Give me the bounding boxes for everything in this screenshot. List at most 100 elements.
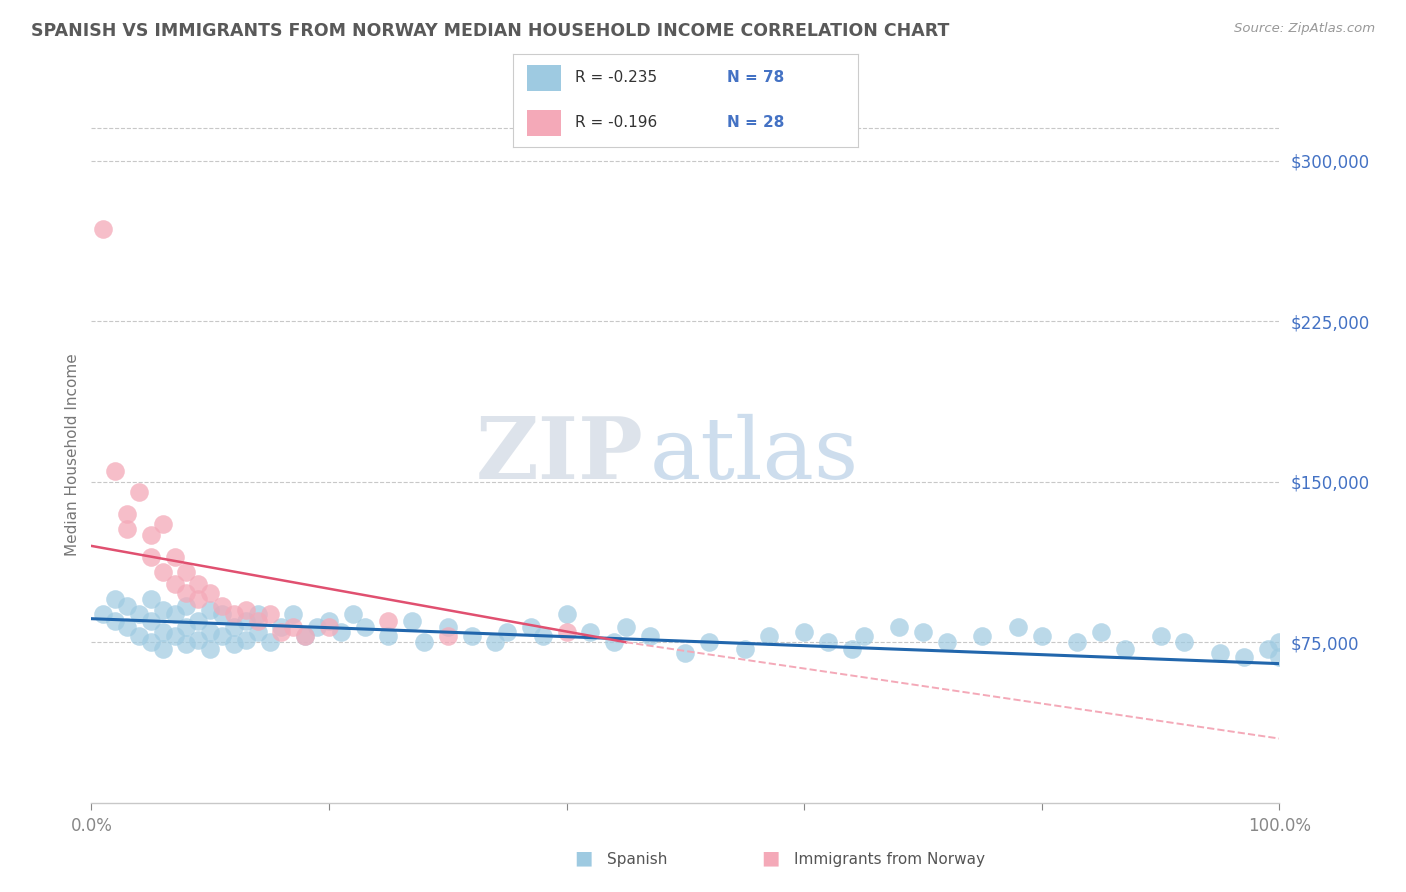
Text: atlas: atlas: [650, 413, 859, 497]
Point: [377, 614, 399, 628]
Point: [283, 620, 305, 634]
Point: [614, 620, 637, 634]
Text: R = -0.196: R = -0.196: [575, 115, 658, 130]
Point: [318, 620, 340, 634]
Point: [91, 607, 114, 622]
Text: ■: ■: [761, 848, 780, 867]
Bar: [527, 65, 561, 91]
Point: [283, 607, 305, 622]
Point: [176, 586, 198, 600]
Point: [1233, 650, 1256, 665]
Point: [603, 635, 626, 649]
Point: [307, 620, 329, 634]
Point: [318, 614, 340, 628]
Point: [163, 629, 186, 643]
Point: [484, 635, 506, 649]
Point: [638, 629, 661, 643]
Point: [353, 620, 375, 634]
Point: [163, 607, 186, 622]
Point: [152, 624, 174, 639]
Point: [200, 641, 222, 656]
Point: [222, 607, 245, 622]
Point: [139, 592, 162, 607]
Point: [1066, 635, 1088, 649]
Point: [115, 620, 138, 634]
Point: [436, 620, 458, 634]
Point: [211, 607, 233, 622]
Point: [496, 624, 519, 639]
Point: [270, 624, 292, 639]
Point: [972, 629, 994, 643]
Point: [200, 624, 222, 639]
Point: [436, 629, 458, 643]
Point: [104, 614, 127, 628]
Point: [200, 603, 222, 617]
Point: [520, 620, 543, 634]
Bar: [527, 110, 561, 136]
Point: [1090, 624, 1112, 639]
Point: [115, 599, 138, 613]
Point: [187, 633, 209, 648]
Point: [235, 633, 257, 648]
Point: [1149, 629, 1171, 643]
Point: [259, 607, 281, 622]
Point: [235, 603, 257, 617]
Point: [817, 635, 839, 649]
Point: [115, 507, 138, 521]
Text: Immigrants from Norway: Immigrants from Norway: [794, 852, 986, 867]
Point: [555, 624, 578, 639]
Point: [104, 592, 127, 607]
Point: [1007, 620, 1029, 634]
Point: [139, 549, 162, 564]
Text: ■: ■: [574, 848, 593, 867]
Point: [1031, 629, 1053, 643]
Point: [176, 637, 198, 651]
Point: [531, 629, 554, 643]
Point: [259, 635, 281, 649]
Point: [270, 620, 292, 634]
Point: [1209, 646, 1232, 660]
Point: [889, 620, 911, 634]
Y-axis label: Median Household Income: Median Household Income: [65, 353, 80, 557]
Point: [1114, 641, 1136, 656]
Point: [163, 577, 186, 591]
Point: [152, 641, 174, 656]
Point: [235, 614, 257, 628]
Point: [911, 624, 934, 639]
Point: [413, 635, 436, 649]
Point: [460, 629, 482, 643]
Point: [841, 641, 863, 656]
Point: [115, 522, 138, 536]
Point: [152, 603, 174, 617]
Point: [163, 549, 186, 564]
Point: [152, 565, 174, 579]
Point: [91, 222, 114, 236]
Point: [935, 635, 957, 649]
Point: [187, 577, 209, 591]
Point: [852, 629, 875, 643]
Point: [294, 629, 316, 643]
Point: [187, 592, 209, 607]
Point: [734, 641, 756, 656]
Point: [139, 528, 162, 542]
Text: SPANISH VS IMMIGRANTS FROM NORWAY MEDIAN HOUSEHOLD INCOME CORRELATION CHART: SPANISH VS IMMIGRANTS FROM NORWAY MEDIAN…: [31, 22, 949, 40]
Point: [758, 629, 780, 643]
Point: [104, 464, 127, 478]
Point: [1268, 635, 1291, 649]
Point: [246, 614, 269, 628]
Point: [377, 629, 399, 643]
Text: Source: ZipAtlas.com: Source: ZipAtlas.com: [1234, 22, 1375, 36]
Point: [176, 565, 198, 579]
Point: [294, 629, 316, 643]
Point: [329, 624, 352, 639]
Point: [246, 624, 269, 639]
Point: [128, 629, 150, 643]
Point: [139, 614, 162, 628]
Point: [1268, 650, 1291, 665]
Point: [1257, 641, 1279, 656]
Point: [555, 607, 578, 622]
Text: ZIP: ZIP: [477, 413, 644, 497]
Point: [793, 624, 815, 639]
Point: [401, 614, 423, 628]
Point: [579, 624, 602, 639]
